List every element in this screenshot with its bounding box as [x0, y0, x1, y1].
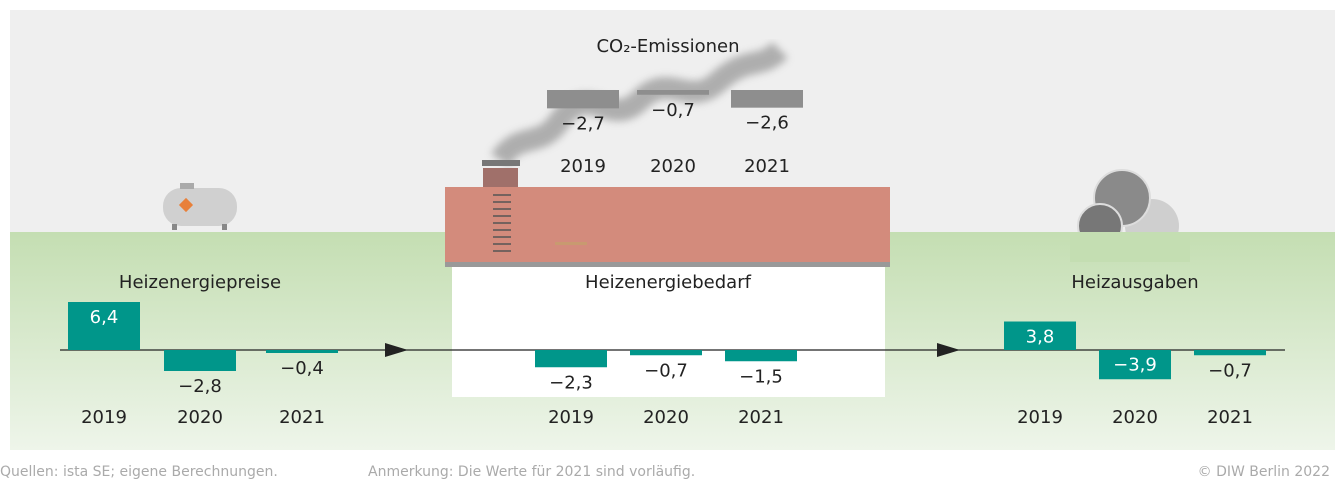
chart-title: Heizausgaben — [1071, 272, 1198, 293]
value-label: −2,8 — [178, 376, 222, 397]
bar — [725, 350, 797, 362]
value-label: −3,9 — [1113, 354, 1157, 375]
x-tick-label: 2020 — [1112, 407, 1158, 428]
bar — [1099, 350, 1171, 380]
x-tick-label: 2021 — [744, 156, 790, 177]
value-label: −1,5 — [739, 366, 783, 387]
bar — [1194, 350, 1266, 356]
bar — [164, 350, 236, 371]
bar — [535, 350, 607, 368]
note: Anmerkung: Die Werte für 2021 sind vorlä… — [368, 464, 695, 480]
chart-title: CO₂-Emissionen — [596, 36, 739, 57]
bar — [68, 302, 140, 350]
bar — [630, 350, 702, 356]
source: Quellen: ista SE; eigene Berechnungen. — [0, 464, 278, 480]
x-tick-label: 2020 — [650, 156, 696, 177]
house — [445, 160, 890, 397]
bar — [1004, 321, 1076, 350]
x-tick-label: 2019 — [560, 156, 606, 177]
tank — [163, 183, 237, 230]
value-label: 3,8 — [1026, 327, 1055, 348]
x-tick-label: 2021 — [1207, 407, 1253, 428]
bar — [547, 90, 619, 109]
x-tick-label: 2021 — [279, 407, 325, 428]
value-label: −2,6 — [745, 113, 789, 134]
smoke — [490, 41, 788, 167]
x-tick-label: 2019 — [81, 407, 127, 428]
value-label: 6,4 — [90, 307, 119, 328]
bar — [266, 350, 338, 353]
value-label: −0,7 — [644, 360, 688, 381]
value-label: −0,4 — [280, 358, 324, 379]
chart-title: Heizenergiepreise — [119, 272, 281, 293]
x-tick-label: 2020 — [643, 407, 689, 428]
bar — [637, 90, 709, 95]
arrow — [937, 343, 960, 357]
coins — [1070, 169, 1190, 262]
x-tick-label: 2020 — [177, 407, 223, 428]
arrow — [385, 343, 408, 357]
value-label: −0,7 — [651, 100, 695, 121]
chart-title: Heizenergiebedarf — [585, 272, 752, 293]
value-label: −2,7 — [561, 113, 605, 134]
x-tick-label: 2021 — [738, 407, 784, 428]
x-tick-label: 2019 — [1017, 407, 1063, 428]
bar — [731, 90, 803, 108]
value-label: −0,7 — [1208, 360, 1252, 381]
x-tick-label: 2019 — [548, 407, 594, 428]
copyright: © DIW Berlin 2022 — [1198, 464, 1330, 480]
value-label: −2,3 — [549, 372, 593, 393]
